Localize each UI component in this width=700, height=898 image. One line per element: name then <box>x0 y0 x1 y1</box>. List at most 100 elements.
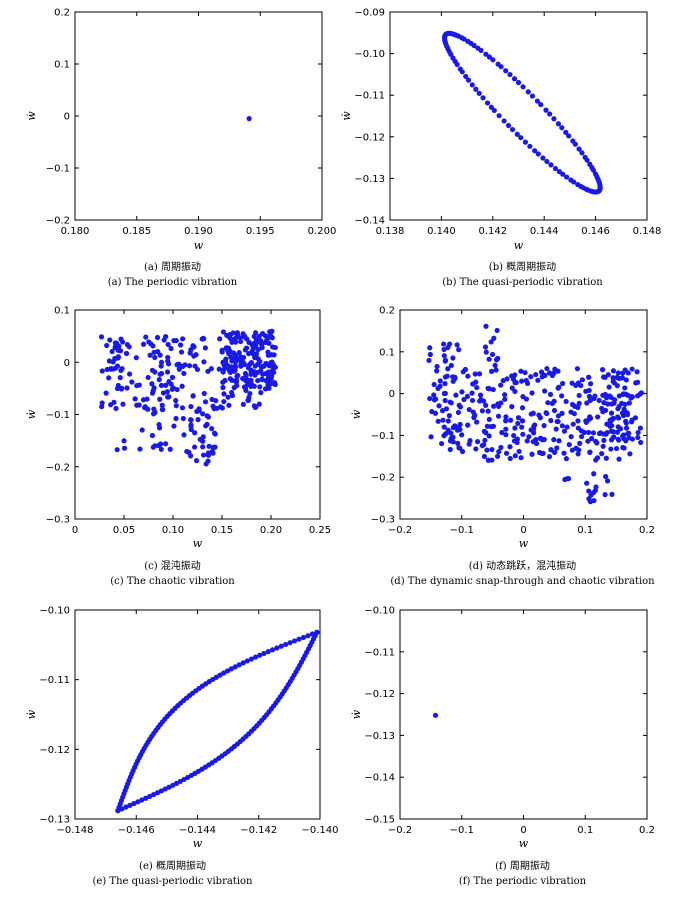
data-point <box>435 418 441 424</box>
data-point <box>238 338 244 345</box>
data-point <box>607 417 613 423</box>
data-point <box>501 118 507 124</box>
data-point <box>270 344 276 350</box>
data-point <box>448 51 454 57</box>
data-point <box>238 356 244 362</box>
data-point <box>529 93 536 99</box>
data-point <box>452 376 458 382</box>
y-tick-label: −0.12 <box>39 745 70 756</box>
data-point <box>475 45 481 51</box>
y-tick-label: −0.2 <box>46 462 70 473</box>
data-point <box>156 377 162 383</box>
data-point <box>621 406 627 412</box>
data-point <box>507 444 513 450</box>
data-point <box>441 424 447 430</box>
data-point <box>181 432 187 438</box>
x-tick-label: 0.180 <box>61 226 90 237</box>
data-point <box>104 342 110 349</box>
y-tick-label: 0.1 <box>54 60 70 71</box>
data-point <box>509 404 515 410</box>
data-point <box>634 369 640 375</box>
data-point <box>184 448 190 455</box>
data-point <box>559 423 565 429</box>
data-point <box>559 410 565 416</box>
data-point <box>568 409 574 415</box>
data-point <box>570 421 576 427</box>
data-point <box>543 410 549 416</box>
data-point <box>599 451 605 457</box>
x-tick-label: 0.05 <box>113 525 135 536</box>
data-point <box>470 409 476 415</box>
data-point <box>109 348 115 355</box>
data-point <box>188 453 194 459</box>
data-point <box>246 116 252 122</box>
data-point <box>257 652 263 658</box>
data-point <box>463 73 469 80</box>
data-point <box>118 336 124 342</box>
data-point <box>440 417 446 423</box>
y-axis-label: ẇ <box>350 709 363 719</box>
data-point <box>495 413 502 419</box>
data-point <box>180 336 186 342</box>
data-point <box>464 393 471 399</box>
data-point <box>509 385 515 391</box>
data-point <box>229 392 236 399</box>
chart-panel-b: 0.138 0.140 0.142 0.144 0.146 0.148 −0.14 −0.13… <box>340 0 700 300</box>
x-tick-label: −0.148 <box>56 825 93 836</box>
data-point <box>244 658 250 664</box>
y-tick-label: −0.10 <box>39 606 70 617</box>
data-point <box>251 333 257 340</box>
data-point <box>104 366 110 373</box>
data-point <box>428 434 434 440</box>
data-point <box>518 135 524 141</box>
data-point <box>531 426 537 432</box>
data-point <box>203 461 209 467</box>
data-point <box>565 475 572 482</box>
data-point <box>555 121 561 127</box>
data-point <box>576 392 582 399</box>
data-point <box>240 401 246 407</box>
data-point <box>220 359 226 365</box>
x-tick-label: 0.25 <box>309 525 331 536</box>
data-point <box>527 143 533 149</box>
data-point <box>217 336 223 342</box>
data-point <box>427 345 433 351</box>
data-point <box>578 428 585 434</box>
data-point <box>585 438 591 444</box>
data-point <box>633 380 639 386</box>
y-tick-label: 0.1 <box>379 347 395 358</box>
data-point <box>431 381 437 388</box>
data-point <box>473 446 479 452</box>
data-point <box>268 360 274 366</box>
data-point <box>149 381 155 387</box>
data-point <box>243 345 250 351</box>
data-point <box>230 366 236 372</box>
data-point <box>432 396 438 402</box>
data-point <box>159 370 165 377</box>
data-point <box>623 418 629 424</box>
data-point <box>503 450 510 456</box>
x-tick-label: 0.15 <box>211 525 233 536</box>
data-point <box>155 349 161 355</box>
data-point <box>519 424 525 430</box>
x-tick-label: −0.144 <box>179 825 216 836</box>
data-point <box>573 445 579 451</box>
data-point <box>571 179 577 185</box>
y-tick-label: −0.13 <box>354 174 385 185</box>
data-point <box>483 323 489 329</box>
x-axis-label: w <box>193 837 203 850</box>
data-point <box>163 441 169 447</box>
data-point <box>200 444 206 450</box>
y-tick-label: −0.11 <box>364 647 395 658</box>
data-point <box>210 450 216 456</box>
data-point <box>588 381 594 387</box>
data-point <box>532 148 538 154</box>
data-point <box>438 440 445 447</box>
x-tick-label: 0 <box>520 825 526 836</box>
data-point <box>592 487 598 494</box>
data-point <box>519 405 526 411</box>
data-point <box>503 418 509 424</box>
data-point <box>586 496 592 502</box>
y-axis-label: ẇ <box>350 409 363 419</box>
data-point <box>429 408 435 415</box>
